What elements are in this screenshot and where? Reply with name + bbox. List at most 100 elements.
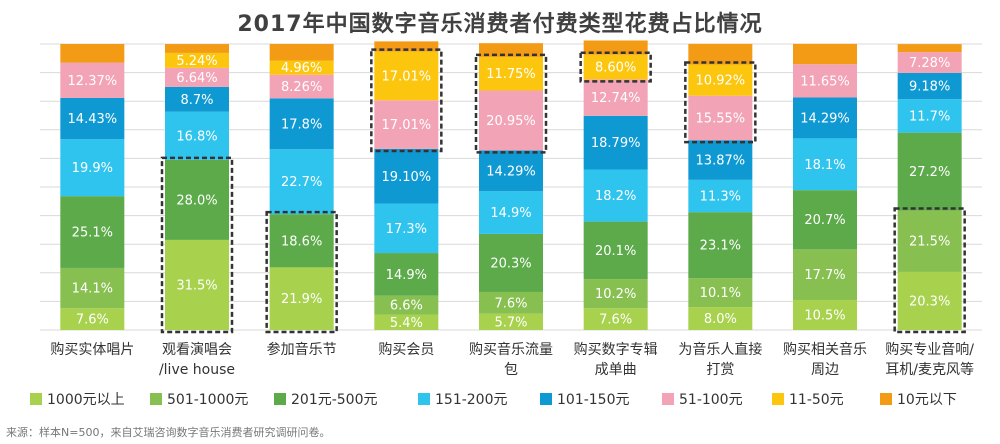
highlight-box bbox=[474, 53, 548, 154]
data-label: 7.6% bbox=[599, 313, 632, 328]
data-label: 20.95% bbox=[486, 114, 536, 129]
category-label: 观看演唱会 bbox=[162, 342, 232, 358]
bar-segment bbox=[374, 41, 439, 52]
data-label: 10.1% bbox=[700, 286, 741, 301]
bar-segment bbox=[583, 115, 648, 170]
category-label: 为音乐人直接 bbox=[678, 341, 762, 358]
bar-segment bbox=[688, 278, 753, 308]
data-label: 20.3% bbox=[490, 256, 531, 271]
data-label: 14.29% bbox=[486, 164, 536, 179]
legend-swatch bbox=[418, 393, 430, 405]
legend-item: 201元-500元 bbox=[274, 390, 378, 410]
data-label: 19.10% bbox=[382, 170, 432, 185]
category-label: 购买数字专辑 bbox=[574, 342, 658, 358]
bar-segment bbox=[793, 138, 857, 191]
legend-swatch bbox=[274, 393, 286, 405]
bar-segment bbox=[479, 191, 543, 234]
data-label: 12.74% bbox=[591, 91, 641, 106]
data-label: 10.92% bbox=[696, 74, 746, 89]
bar-segment bbox=[165, 111, 229, 160]
legend-label: 51-100元 bbox=[679, 392, 743, 408]
bar-segment bbox=[269, 149, 334, 215]
bar-segment bbox=[165, 67, 229, 87]
bar-segment bbox=[479, 56, 543, 91]
legend-item: 51-100元 bbox=[662, 390, 743, 410]
data-label: 18.6% bbox=[281, 234, 322, 249]
bar-segment bbox=[60, 44, 125, 63]
bar-segment bbox=[583, 308, 648, 330]
legend-label: 11-50元 bbox=[789, 392, 844, 408]
bar-segment bbox=[583, 169, 648, 222]
highlight-box bbox=[579, 51, 652, 83]
legend-swatch bbox=[880, 393, 892, 405]
bar-segment bbox=[793, 43, 857, 65]
data-label: 17.01% bbox=[382, 69, 432, 84]
bar-segment bbox=[688, 95, 753, 141]
category-label: /live house bbox=[159, 362, 235, 378]
bar-segment bbox=[479, 291, 543, 314]
legend-label: 10元以下 bbox=[897, 392, 957, 408]
legend: 1000元以上 501-1000元 201元-500元 151-200元 101-150… bbox=[30, 390, 990, 412]
data-label: 15.55% bbox=[696, 111, 746, 126]
bar-segment bbox=[479, 90, 543, 151]
data-label: 12.37% bbox=[68, 74, 118, 89]
legend-item: 10元以下 bbox=[880, 390, 957, 410]
bar-segments bbox=[60, 40, 962, 330]
legend-item: 501-1000元 bbox=[150, 390, 248, 410]
data-label: 7.6% bbox=[76, 313, 109, 328]
bar-segment bbox=[479, 313, 543, 330]
data-label: 9.18% bbox=[909, 80, 950, 95]
legend-swatch bbox=[150, 393, 162, 405]
bar-segment bbox=[479, 150, 543, 192]
data-label: 21.5% bbox=[909, 235, 950, 250]
data-label: 14.43% bbox=[68, 112, 118, 127]
data-label: 14.1% bbox=[72, 282, 113, 297]
bar-segment bbox=[897, 99, 962, 133]
bar-segment bbox=[269, 60, 334, 75]
data-label: 10.2% bbox=[595, 287, 636, 302]
highlight-box bbox=[370, 48, 443, 153]
data-label: 20.7% bbox=[804, 213, 845, 228]
category-label: 周边 bbox=[811, 362, 839, 378]
legend-label: 151-200元 bbox=[435, 392, 508, 408]
data-labels: 7.6% 14.1% 25.1% 19.9% 14.43% 12.37% 31.5% 28.0… bbox=[68, 54, 951, 331]
legend-item: 101-150元 bbox=[540, 390, 630, 410]
data-label: 10.5% bbox=[804, 308, 845, 323]
bar-segment bbox=[897, 52, 962, 73]
data-label: 5.24% bbox=[176, 54, 217, 69]
legend-label: 201元-500元 bbox=[291, 392, 378, 408]
legend-swatch bbox=[772, 393, 784, 405]
data-label: 17.01% bbox=[382, 118, 432, 133]
bar-segment bbox=[374, 314, 439, 330]
data-label: 11.65% bbox=[800, 74, 850, 89]
data-label: 17.3% bbox=[386, 222, 427, 237]
stacked-bar-chart: 7.6% 14.1% 25.1% 19.9% 14.43% 12.37% 31.5% 28.0… bbox=[40, 40, 982, 378]
bar-segment bbox=[688, 212, 753, 279]
bar-segment bbox=[60, 62, 125, 98]
bar-segment bbox=[269, 267, 334, 330]
category-label: 包 bbox=[504, 362, 518, 378]
bar-segment bbox=[60, 139, 125, 197]
data-label: 18.1% bbox=[804, 158, 845, 173]
bar-segment bbox=[897, 132, 962, 211]
category-label: 购买会员 bbox=[378, 342, 434, 358]
data-label: 23.1% bbox=[700, 239, 741, 254]
bar-segment bbox=[374, 203, 439, 254]
data-label: 7.28% bbox=[909, 56, 950, 71]
bar-segment bbox=[583, 40, 648, 55]
data-label: 18.2% bbox=[595, 189, 636, 204]
bar-segment bbox=[374, 295, 439, 315]
bar-segment bbox=[165, 159, 229, 240]
bar-segment bbox=[269, 214, 334, 268]
data-label: 5.7% bbox=[494, 315, 527, 330]
category-label: 打赏 bbox=[706, 361, 734, 378]
bar-segment bbox=[479, 233, 543, 292]
bar-segment bbox=[165, 239, 229, 330]
chart-title: 2017年中国数字音乐消费者付费类型花费占比情况 bbox=[237, 12, 763, 37]
legend-item: 1000元以上 bbox=[30, 390, 125, 410]
legend-swatch bbox=[30, 393, 42, 405]
data-label: 28.0% bbox=[176, 193, 217, 208]
bar-segment bbox=[60, 196, 125, 268]
bar-segment bbox=[793, 190, 857, 250]
bar-segment bbox=[688, 64, 753, 96]
